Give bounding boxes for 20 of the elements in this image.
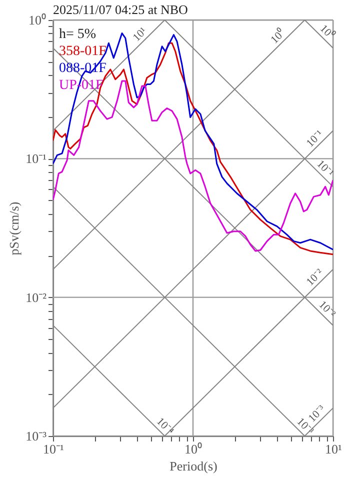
- annotation: 10⁻²: [316, 298, 338, 321]
- annotation: 10¹: [130, 25, 150, 44]
- series-label: 358-01F: [59, 44, 107, 59]
- y-tick-label: 10⁻³: [26, 428, 47, 444]
- x-axis-title: Period(s): [170, 458, 218, 474]
- annotation: 10⁻⁴: [154, 416, 176, 438]
- y-axis-title: pSv(cm/s): [6, 202, 22, 256]
- annotation: 10⁻¹: [314, 158, 336, 180]
- y-tick-label: 10⁰: [28, 12, 46, 28]
- y-tick-label: 10⁻¹: [26, 151, 47, 166]
- annotation: h= 5%: [59, 27, 96, 42]
- y-tick-label: 10⁻²: [26, 290, 47, 305]
- annotation: 10⁰: [268, 26, 288, 46]
- x-tick-label: 10¹: [325, 442, 342, 456]
- annotation: 10⁻¹: [304, 128, 326, 150]
- chart-title: 2025/11/07 04:25 at NBO: [53, 2, 188, 17]
- annotation: 10⁻²: [304, 266, 326, 288]
- annotation: 10⁰: [317, 22, 338, 42]
- x-tick-label: 10⁻¹: [43, 442, 64, 456]
- x-tick-label: 10⁰: [184, 442, 202, 456]
